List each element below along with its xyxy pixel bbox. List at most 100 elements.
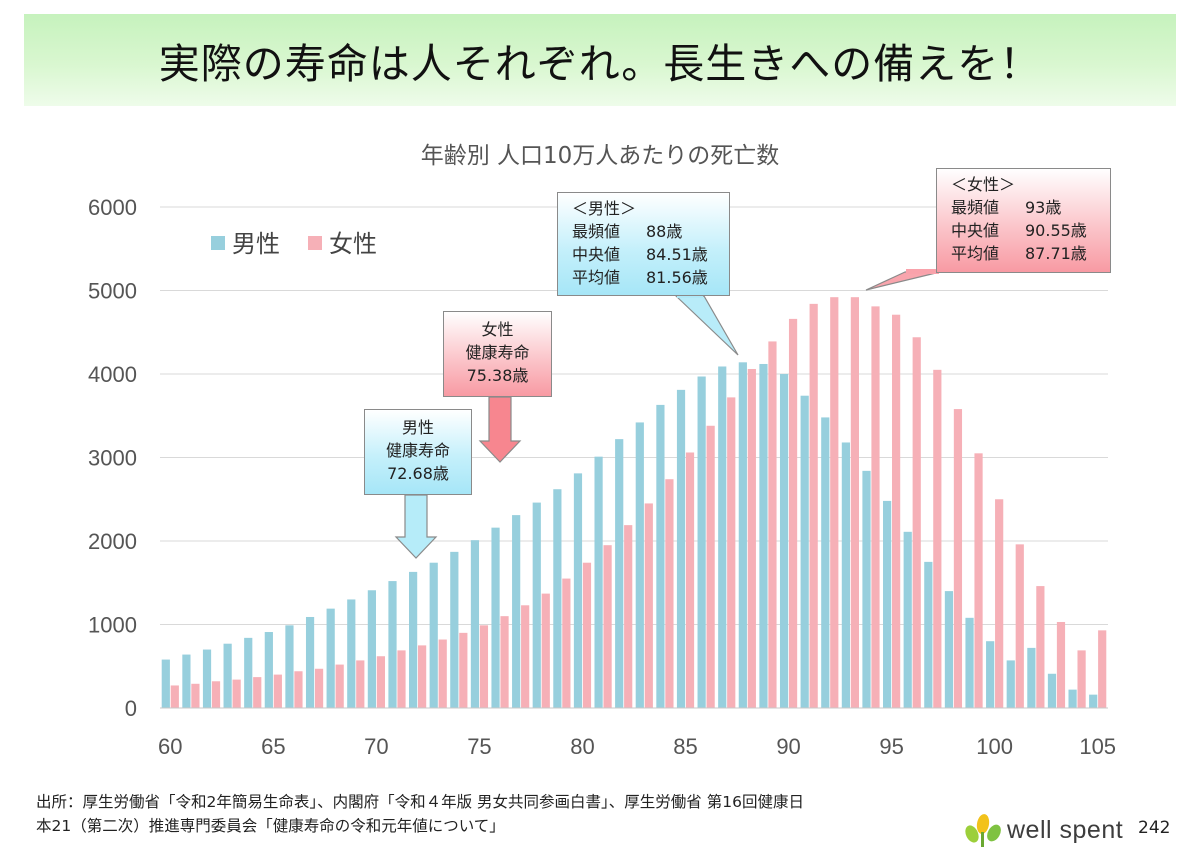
female-health-label: 女性 — [481, 320, 514, 339]
male-mode-value: 88歳 — [646, 222, 683, 241]
male-bar — [1068, 689, 1077, 708]
male-bar — [285, 625, 294, 708]
x-tick-label: 70 — [364, 734, 388, 759]
male-bar — [883, 500, 892, 708]
male-bar — [491, 527, 500, 708]
male-bar — [965, 617, 974, 708]
logo-text: well spent — [1007, 815, 1124, 844]
female-bar — [418, 645, 427, 708]
y-tick-label: 2000 — [88, 529, 137, 554]
male-bar — [573, 473, 583, 708]
male-bar — [388, 581, 397, 708]
male-bar — [718, 366, 727, 708]
female-bar — [376, 656, 385, 708]
x-tick-label: 85 — [673, 734, 697, 759]
female-bar — [273, 674, 282, 708]
female-median-label: 中央値 — [951, 221, 1000, 240]
well-spent-logo: well spent — [963, 812, 1123, 848]
female-bar — [747, 368, 756, 708]
female-stats-callout: ＜女性＞ 最頻値 93歳 中央値 90.55歳 平均値 87.71歳 — [936, 168, 1111, 273]
slide-title: 実際の寿命は人それぞれ。長生きへの備えを！ — [158, 40, 1042, 88]
male-bar — [1006, 660, 1015, 708]
male-health-label: 男性 — [401, 418, 434, 437]
female-health-arrow — [478, 396, 522, 463]
female-bar — [191, 683, 200, 708]
male-bar — [924, 561, 933, 708]
male-bar — [697, 376, 706, 708]
male-bar — [1047, 673, 1057, 708]
male-bar — [944, 591, 954, 708]
female-median-value: 90.55歳 — [1025, 221, 1087, 240]
male-stats-pointer — [674, 295, 739, 356]
male-bar — [161, 659, 170, 708]
female-bar — [809, 303, 818, 708]
male-bar — [347, 599, 356, 708]
female-bar — [438, 639, 447, 708]
female-bar — [1015, 544, 1024, 708]
y-tick-label: 6000 — [88, 195, 137, 220]
x-tick-label: 100 — [976, 734, 1013, 759]
x-tick-label: 75 — [467, 734, 491, 759]
male-health-arrow — [394, 494, 438, 559]
male-stats-header: ＜男性＞ — [572, 199, 637, 218]
female-bar — [685, 452, 695, 708]
male-bar — [326, 608, 335, 708]
male-bar — [862, 470, 871, 708]
female-bar — [170, 685, 179, 708]
chart-title: 年齢別 人口10万人あたりの死亡数 — [420, 143, 780, 169]
female-bar — [479, 625, 489, 708]
male-bar — [738, 362, 747, 708]
female-mean-value: 87.71歳 — [1025, 244, 1087, 263]
female-health-sublabel: 健康寿命 — [465, 343, 530, 362]
female-stats-header: ＜女性＞ — [951, 175, 1016, 194]
x-tick-label: 65 — [261, 734, 285, 759]
male-health-sublabel: 健康寿命 — [385, 441, 450, 460]
female-bar — [603, 545, 612, 708]
female-bar — [912, 337, 921, 708]
female-bar — [644, 503, 653, 708]
male-median-label: 中央値 — [572, 245, 621, 264]
male-bar — [594, 456, 603, 708]
female-bar — [253, 677, 262, 708]
male-bar — [223, 643, 232, 708]
x-tick-label: 95 — [879, 734, 903, 759]
male-bar — [305, 616, 315, 708]
y-tick-label: 5000 — [88, 279, 137, 304]
female-bar — [314, 668, 324, 708]
female-bar — [1098, 630, 1107, 708]
female-bar — [397, 650, 406, 708]
female-bar — [562, 578, 571, 708]
legend-female-swatch — [308, 236, 322, 250]
x-tick-label: 60 — [158, 734, 182, 759]
female-bar — [335, 664, 344, 708]
x-tick-label: 90 — [776, 734, 800, 759]
male-mean-label: 平均値 — [572, 268, 621, 287]
male-health-callout: 男性 健康寿命 72.68歳 — [364, 409, 472, 495]
male-bar — [615, 439, 624, 708]
female-bar — [582, 562, 592, 708]
female-bar — [541, 593, 550, 708]
male-bar — [800, 395, 809, 708]
female-bar — [768, 341, 777, 708]
male-bar — [202, 649, 212, 708]
female-mean-label: 平均値 — [951, 244, 1000, 263]
source-note: 出所：厚生労働省「令和2年簡易生命表」、内閣府「令和４年版 男女共同参画白書」、… — [36, 790, 804, 838]
male-bar — [429, 562, 438, 708]
y-tick-label: 4000 — [88, 362, 137, 387]
female-bar — [788, 318, 798, 708]
male-bar — [841, 442, 850, 708]
male-bar — [367, 590, 376, 708]
male-bar — [512, 515, 521, 708]
death-rate-chart: 0 1000 2000 3000 4000 5000 6000 60 65 70 75 80 85 90… — [88, 195, 1116, 759]
female-bar — [521, 605, 530, 708]
male-bar — [1089, 694, 1098, 708]
female-bar — [850, 297, 859, 708]
male-bar — [182, 654, 191, 708]
male-bar — [656, 404, 665, 708]
female-bar — [706, 425, 715, 708]
male-bar — [779, 374, 789, 708]
male-bar — [450, 551, 459, 708]
y-tick-label: 3000 — [88, 446, 137, 471]
female-bar — [356, 660, 365, 708]
male-bar — [635, 422, 644, 708]
